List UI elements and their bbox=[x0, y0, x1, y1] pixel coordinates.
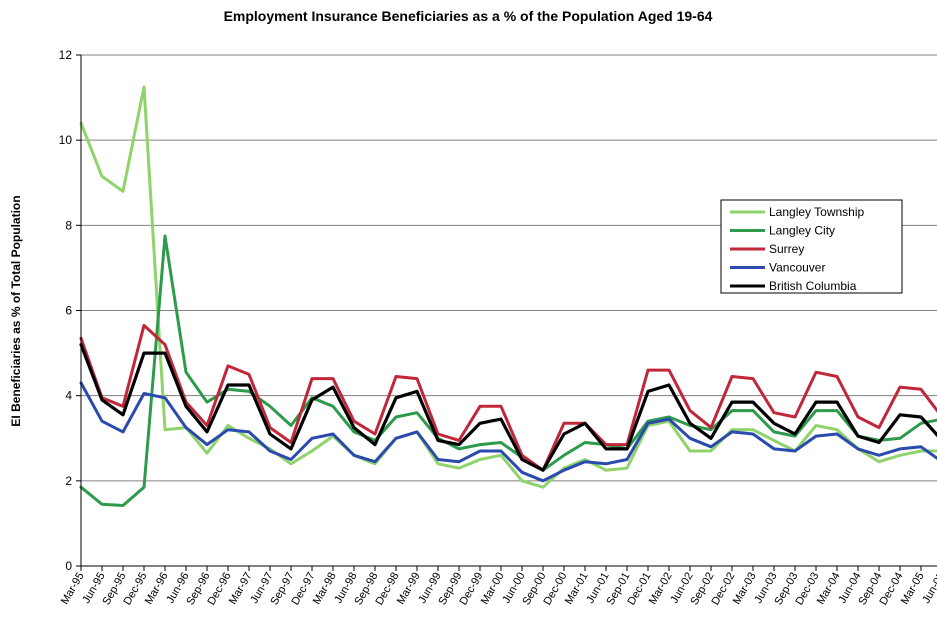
legend-label: Langley Township bbox=[769, 205, 865, 219]
series-line-vancouver bbox=[79, 381, 937, 483]
y-tick-label: 8 bbox=[65, 218, 72, 232]
y-tick-label: 0 bbox=[65, 559, 72, 573]
y-tick-label: 4 bbox=[65, 389, 72, 403]
y-tick-labels: 0 2 4 6 8 10 12 bbox=[59, 48, 81, 573]
y-tick-label: 6 bbox=[65, 304, 72, 318]
series-line-british-columbia bbox=[79, 343, 937, 472]
chart-title: Employment Insurance Beneficiaries as a … bbox=[224, 8, 713, 24]
series-line-langley-township bbox=[79, 85, 937, 489]
x-tick-labels: Mar-95Jun-95Sep-95Dec-95Mar-96Jun-96Sep-… bbox=[59, 566, 937, 607]
legend-label: British Columbia bbox=[769, 279, 857, 293]
legend-label: Vancouver bbox=[769, 261, 825, 275]
y-tick-label: 10 bbox=[59, 133, 73, 147]
y-tick-label: 2 bbox=[65, 474, 72, 488]
series-line-surrey bbox=[79, 323, 937, 472]
legend-label: Langley City bbox=[769, 224, 835, 238]
y-tick-label: 12 bbox=[59, 48, 73, 62]
axes bbox=[80, 55, 937, 567]
series-lines bbox=[79, 85, 937, 507]
legend-box bbox=[720, 199, 903, 294]
legend-label: Surrey bbox=[769, 242, 804, 256]
y-axis-label: EI Beneficiaries as % of Total Populatio… bbox=[9, 195, 23, 426]
legend: Langley Township Langley City Surrey Vancou… bbox=[720, 199, 903, 294]
